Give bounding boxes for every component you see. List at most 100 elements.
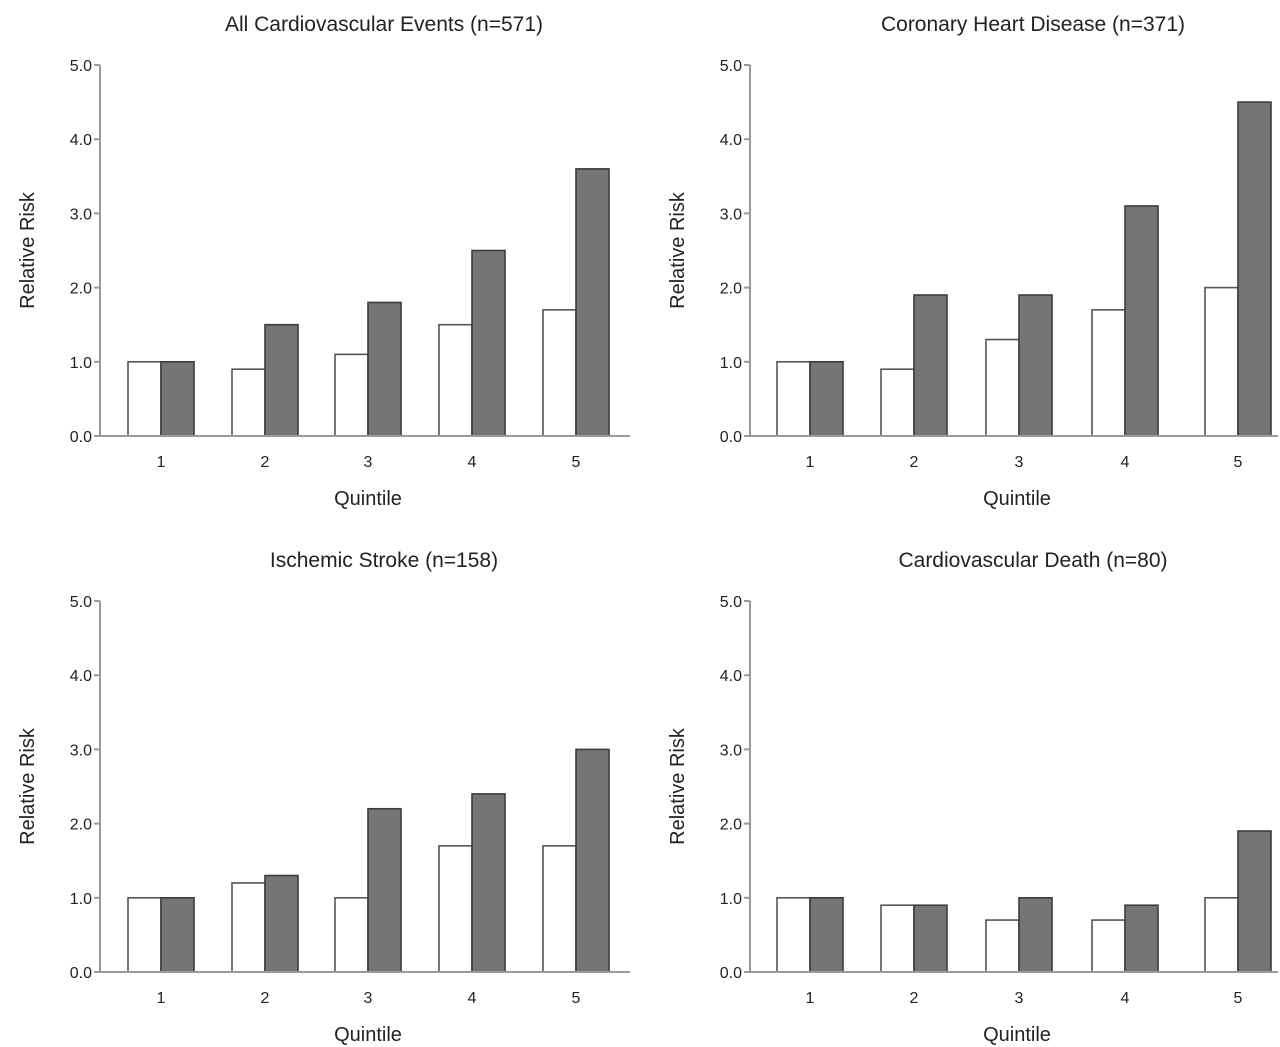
x-tick-label: 5 bbox=[572, 454, 581, 471]
bar-open-q4 bbox=[438, 845, 473, 973]
y-tick-label: 0.0 bbox=[70, 429, 92, 446]
y-axis-title: Relative Risk bbox=[667, 191, 689, 309]
x-axis-title: Quintile bbox=[334, 1024, 402, 1046]
x-tick-label: 3 bbox=[1015, 454, 1024, 471]
bar-filled-q2 bbox=[913, 904, 948, 973]
bar-filled-q4 bbox=[1124, 904, 1159, 973]
y-tick-label: 5.0 bbox=[720, 58, 742, 75]
panel-cardiovascular-death: Cardiovascular Death (n=80) Relative Risk… bbox=[667, 549, 1278, 1046]
chart-title: Ischemic Stroke (n=158) bbox=[270, 549, 498, 572]
x-tick-label: 3 bbox=[364, 990, 373, 1007]
y-tick-label: 1.0 bbox=[720, 891, 742, 908]
bar-filled-q1 bbox=[809, 896, 844, 973]
bar-open-q5 bbox=[542, 309, 577, 437]
x-tick-label: 5 bbox=[1234, 454, 1243, 471]
x-tick-label: 2 bbox=[910, 454, 919, 471]
bar-filled-q4 bbox=[1124, 205, 1159, 437]
y-tick-label: 0.0 bbox=[720, 429, 742, 446]
bar-open-q2 bbox=[880, 368, 915, 437]
y-tick-label: 0.0 bbox=[70, 965, 92, 982]
y-tick-label: 2.0 bbox=[70, 817, 92, 834]
bar-filled-q5 bbox=[575, 168, 610, 437]
x-tick-label: 4 bbox=[468, 454, 477, 471]
x-tick-label: 3 bbox=[1015, 990, 1024, 1007]
bar-filled-q1 bbox=[160, 896, 195, 973]
y-tick-label: 2.0 bbox=[720, 817, 742, 834]
x-tick-label: 2 bbox=[261, 454, 270, 471]
panel-ischemic-stroke: Ischemic Stroke (n=158) Relative Risk Quin… bbox=[17, 549, 630, 1046]
bar-filled-q4 bbox=[471, 249, 506, 437]
bar-open-q1 bbox=[127, 896, 162, 973]
x-tick-label: 2 bbox=[261, 990, 270, 1007]
bar-open-q2 bbox=[880, 904, 915, 973]
bar-open-q1 bbox=[776, 360, 811, 437]
panel-coronary-heart-disease: Coronary Heart Disease (n=371) Relative R… bbox=[667, 13, 1278, 510]
y-tick-label: 1.0 bbox=[720, 355, 742, 372]
y-tick-label: 1.0 bbox=[70, 355, 92, 372]
chart-title: All Cardiovascular Events (n=571) bbox=[225, 13, 543, 36]
bar-open-q4 bbox=[1091, 919, 1126, 973]
y-tick-label: 1.0 bbox=[70, 891, 92, 908]
bar-open-q4 bbox=[438, 323, 473, 437]
y-tick-label: 3.0 bbox=[720, 206, 742, 223]
x-axis-title: Quintile bbox=[334, 488, 402, 510]
bar-open-q3 bbox=[334, 896, 369, 973]
x-tick-label: 3 bbox=[364, 454, 373, 471]
y-axis-title: Relative Risk bbox=[17, 191, 39, 309]
y-tick-label: 4.0 bbox=[720, 132, 742, 149]
y-tick-label: 4.0 bbox=[70, 668, 92, 685]
y-tick-label: 5.0 bbox=[720, 594, 742, 611]
x-tick-label: 4 bbox=[1121, 990, 1130, 1007]
bar-filled-q2 bbox=[913, 294, 948, 437]
y-tick-label: 2.0 bbox=[720, 281, 742, 298]
bar-open-q2 bbox=[231, 882, 266, 973]
bar-filled-q5 bbox=[1237, 830, 1272, 973]
bar-filled-q1 bbox=[809, 360, 844, 437]
bar-open-q4 bbox=[1091, 309, 1126, 437]
panel-all-cardiovascular-events: All Cardiovascular Events (n=571) Relativ… bbox=[17, 13, 630, 510]
bar-open-q3 bbox=[985, 338, 1020, 437]
bar-open-q2 bbox=[231, 368, 266, 437]
bar-filled-q4 bbox=[471, 793, 506, 973]
bar-open-q1 bbox=[127, 360, 162, 437]
x-tick-label: 1 bbox=[806, 454, 815, 471]
bar-filled-q5 bbox=[1237, 101, 1272, 437]
bar-open-q5 bbox=[542, 845, 577, 973]
x-axis-title: Quintile bbox=[983, 488, 1051, 510]
bar-open-q5 bbox=[1204, 286, 1239, 437]
x-tick-label: 2 bbox=[910, 990, 919, 1007]
bar-filled-q5 bbox=[575, 748, 610, 973]
bar-filled-q2 bbox=[264, 874, 299, 973]
y-tick-label: 3.0 bbox=[720, 742, 742, 759]
bar-open-q1 bbox=[776, 896, 811, 973]
bar-filled-q3 bbox=[1018, 294, 1053, 437]
y-tick-label: 5.0 bbox=[70, 58, 92, 75]
bar-filled-q3 bbox=[367, 807, 402, 973]
y-tick-label: 3.0 bbox=[70, 206, 92, 223]
bar-filled-q3 bbox=[367, 301, 402, 437]
bar-filled-q1 bbox=[160, 360, 195, 437]
x-tick-label: 1 bbox=[157, 990, 166, 1007]
y-tick-label: 3.0 bbox=[70, 742, 92, 759]
chart-title: Cardiovascular Death (n=80) bbox=[898, 549, 1167, 572]
x-tick-label: 1 bbox=[806, 990, 815, 1007]
bar-filled-q2 bbox=[264, 323, 299, 437]
x-tick-label: 4 bbox=[1121, 454, 1130, 471]
y-tick-label: 2.0 bbox=[70, 281, 92, 298]
y-axis-title: Relative Risk bbox=[667, 727, 689, 845]
x-tick-label: 4 bbox=[468, 990, 477, 1007]
bar-open-q5 bbox=[1204, 896, 1239, 973]
bar-filled-q3 bbox=[1018, 896, 1053, 973]
y-tick-label: 4.0 bbox=[720, 668, 742, 685]
chart-title: Coronary Heart Disease (n=371) bbox=[881, 13, 1185, 36]
x-tick-label: 5 bbox=[572, 990, 581, 1007]
bar-open-q3 bbox=[334, 353, 369, 437]
x-tick-label: 1 bbox=[157, 454, 166, 471]
x-axis-title: Quintile bbox=[983, 1024, 1051, 1046]
x-tick-label: 5 bbox=[1234, 990, 1243, 1007]
y-tick-label: 5.0 bbox=[70, 594, 92, 611]
bar-open-q3 bbox=[985, 919, 1020, 973]
y-tick-label: 0.0 bbox=[720, 965, 742, 982]
y-tick-label: 4.0 bbox=[70, 132, 92, 149]
